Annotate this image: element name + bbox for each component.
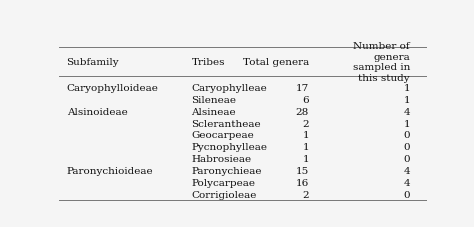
Text: Pycnophylleae: Pycnophylleae — [191, 143, 267, 152]
Text: 1: 1 — [403, 119, 410, 128]
Text: Habrosieae: Habrosieae — [191, 155, 252, 163]
Text: Geocarpeae: Geocarpeae — [191, 131, 254, 140]
Text: Subfamily: Subfamily — [66, 58, 119, 67]
Text: 1: 1 — [302, 143, 309, 152]
Text: 0: 0 — [403, 155, 410, 163]
Text: Corrigioleae: Corrigioleae — [191, 190, 257, 199]
Text: Caryophylloideae: Caryophylloideae — [66, 84, 158, 93]
Text: 1: 1 — [302, 155, 309, 163]
Text: Alsinoideae: Alsinoideae — [66, 107, 128, 116]
Text: 6: 6 — [302, 96, 309, 104]
Text: Sclerantheae: Sclerantheae — [191, 119, 261, 128]
Text: Paronychioideae: Paronychioideae — [66, 166, 153, 175]
Text: 2: 2 — [302, 190, 309, 199]
Text: Sileneae: Sileneae — [191, 96, 237, 104]
Text: 2: 2 — [302, 119, 309, 128]
Text: 0: 0 — [403, 190, 410, 199]
Text: 1: 1 — [403, 84, 410, 93]
Text: Total genera: Total genera — [243, 58, 309, 67]
Text: Paronychieae: Paronychieae — [191, 166, 262, 175]
Text: 1: 1 — [403, 96, 410, 104]
Text: 4: 4 — [403, 178, 410, 187]
Text: 0: 0 — [403, 143, 410, 152]
Text: 16: 16 — [296, 178, 309, 187]
Text: 28: 28 — [296, 107, 309, 116]
Text: 4: 4 — [403, 166, 410, 175]
Text: 15: 15 — [296, 166, 309, 175]
Text: Tribes: Tribes — [191, 58, 225, 67]
Text: 17: 17 — [296, 84, 309, 93]
Text: 0: 0 — [403, 131, 410, 140]
Text: 4: 4 — [403, 107, 410, 116]
Text: Number of
genera
sampled in
this study: Number of genera sampled in this study — [353, 42, 410, 82]
Text: Alsineae: Alsineae — [191, 107, 236, 116]
Text: 1: 1 — [302, 131, 309, 140]
Text: Caryophylleae: Caryophylleae — [191, 84, 267, 93]
Text: Polycarpeae: Polycarpeae — [191, 178, 255, 187]
